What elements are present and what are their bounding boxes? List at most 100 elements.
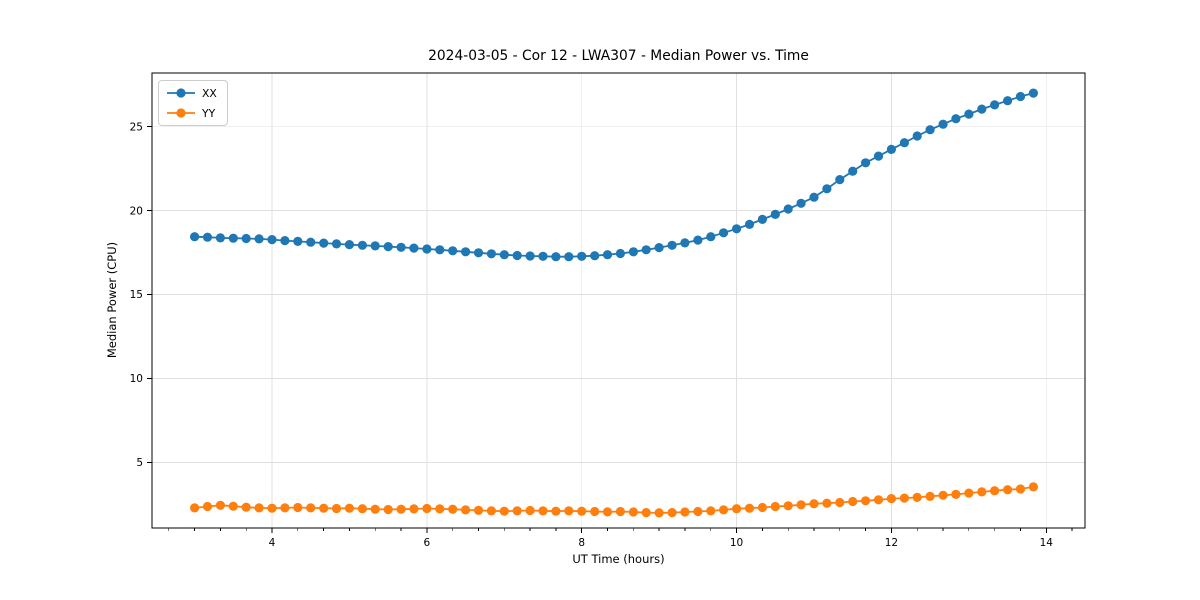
series-marker-xx (848, 166, 858, 176)
series-marker-xx (615, 248, 626, 259)
legend-entry-yy: YY (166, 104, 217, 122)
series-marker-yy (1003, 485, 1013, 495)
series-marker-yy (486, 506, 496, 516)
legend-line-marker-icon (167, 108, 195, 118)
series-marker-yy (706, 506, 716, 516)
series-marker-xx (732, 224, 742, 234)
series-marker-yy (809, 499, 819, 509)
series-marker-xx (473, 248, 484, 258)
series-marker-xx (861, 158, 871, 168)
series-marker-xx (293, 236, 303, 246)
y-tick-label: 15 (130, 289, 143, 301)
series-marker-yy (667, 507, 677, 518)
series-marker-xx (783, 204, 793, 214)
series-marker-xx (190, 232, 200, 242)
series-marker-xx (512, 250, 522, 261)
series-marker-xx (331, 239, 342, 249)
series-marker-xx (886, 144, 897, 154)
series-marker-xx (835, 175, 845, 185)
series-marker-yy (473, 505, 484, 515)
series-marker-xx (409, 243, 419, 253)
y-tick-label: 20 (130, 205, 143, 217)
series-marker-yy (848, 496, 858, 507)
series-marker-xx (590, 251, 600, 261)
y-tick-label: 25 (130, 121, 143, 133)
series-marker-xx (899, 138, 910, 148)
series-marker-yy (396, 504, 406, 514)
series-marker-xx (202, 232, 213, 242)
series-marker-yy (641, 507, 651, 518)
series-marker-xx (241, 233, 251, 244)
series-marker-xx (719, 228, 729, 238)
series-marker-xx (306, 237, 316, 247)
series-marker-xx (809, 192, 819, 202)
series-marker-xx (654, 243, 664, 253)
series-marker-xx (564, 252, 574, 262)
series-marker-yy (732, 504, 742, 514)
series-marker-xx (1003, 96, 1013, 106)
series-marker-yy (783, 501, 793, 511)
series-marker-xx (422, 244, 432, 254)
series-marker-yy (525, 505, 535, 516)
series-marker-yy (241, 502, 251, 512)
series-marker-yy (925, 491, 935, 501)
x-tick-label: 10 (730, 537, 743, 549)
series-marker-yy (254, 503, 264, 513)
series-marker-yy (306, 503, 316, 513)
series-marker-xx (1015, 91, 1026, 102)
series-marker-xx (951, 114, 961, 124)
series-marker-yy (202, 501, 213, 512)
series-marker-xx (499, 250, 509, 260)
series-marker-xx (538, 251, 548, 261)
series-marker-xx (215, 233, 225, 243)
series-marker-yy (409, 504, 419, 514)
series-marker-xx (822, 184, 832, 194)
series-marker-xx (964, 109, 974, 119)
series-marker-yy (693, 506, 703, 517)
x-axis-label: UT Time (hours) (572, 552, 665, 566)
series-marker-yy (448, 504, 458, 514)
series-marker-yy (951, 489, 961, 499)
series-marker-xx (551, 252, 561, 262)
series-marker-xx (938, 119, 948, 129)
series-marker-yy (357, 504, 367, 514)
x-tick-label: 8 (578, 537, 585, 549)
series-marker-yy (538, 506, 548, 516)
series-marker-xx (667, 240, 677, 250)
series-marker-yy (331, 503, 342, 514)
series-marker-yy (719, 505, 729, 515)
series-marker-yy (938, 490, 948, 500)
y-axis-label: Median Power (CPU) (105, 241, 119, 359)
series-marker-yy (744, 503, 755, 513)
axes-spines (151, 72, 1086, 529)
series-marker-yy (835, 497, 845, 508)
series-marker-yy (422, 503, 432, 514)
series-marker-yy (886, 494, 897, 504)
series-marker-yy (796, 500, 806, 510)
series-marker-xx (770, 209, 780, 219)
series-marker-yy (512, 506, 522, 516)
series-marker-yy (215, 500, 225, 510)
chart-title: 2024-03-05 - Cor 12 - LWA307 - Median Po… (428, 48, 809, 64)
series-marker-xx (435, 245, 445, 255)
series-marker-xx (448, 246, 458, 256)
y-tick-label: 5 (136, 457, 143, 469)
legend-label: YY (202, 106, 216, 120)
series-marker-xx (319, 238, 329, 248)
series-marker-xx (693, 235, 703, 245)
series-marker-xx (873, 151, 884, 161)
series-marker-xx (267, 235, 277, 245)
series-marker-xx (796, 198, 806, 208)
series-marker-xx (680, 238, 690, 248)
series-marker-yy (228, 501, 238, 511)
series-marker-yy (964, 488, 974, 498)
series-marker-yy (977, 487, 987, 497)
series-marker-xx (757, 214, 768, 224)
series-marker-yy (680, 507, 690, 517)
series-marker-yy (319, 503, 329, 513)
series-marker-xx (744, 219, 755, 229)
series-marker-xx (461, 247, 471, 257)
series-marker-yy (628, 507, 639, 517)
x-tick-label: 6 (424, 537, 431, 549)
